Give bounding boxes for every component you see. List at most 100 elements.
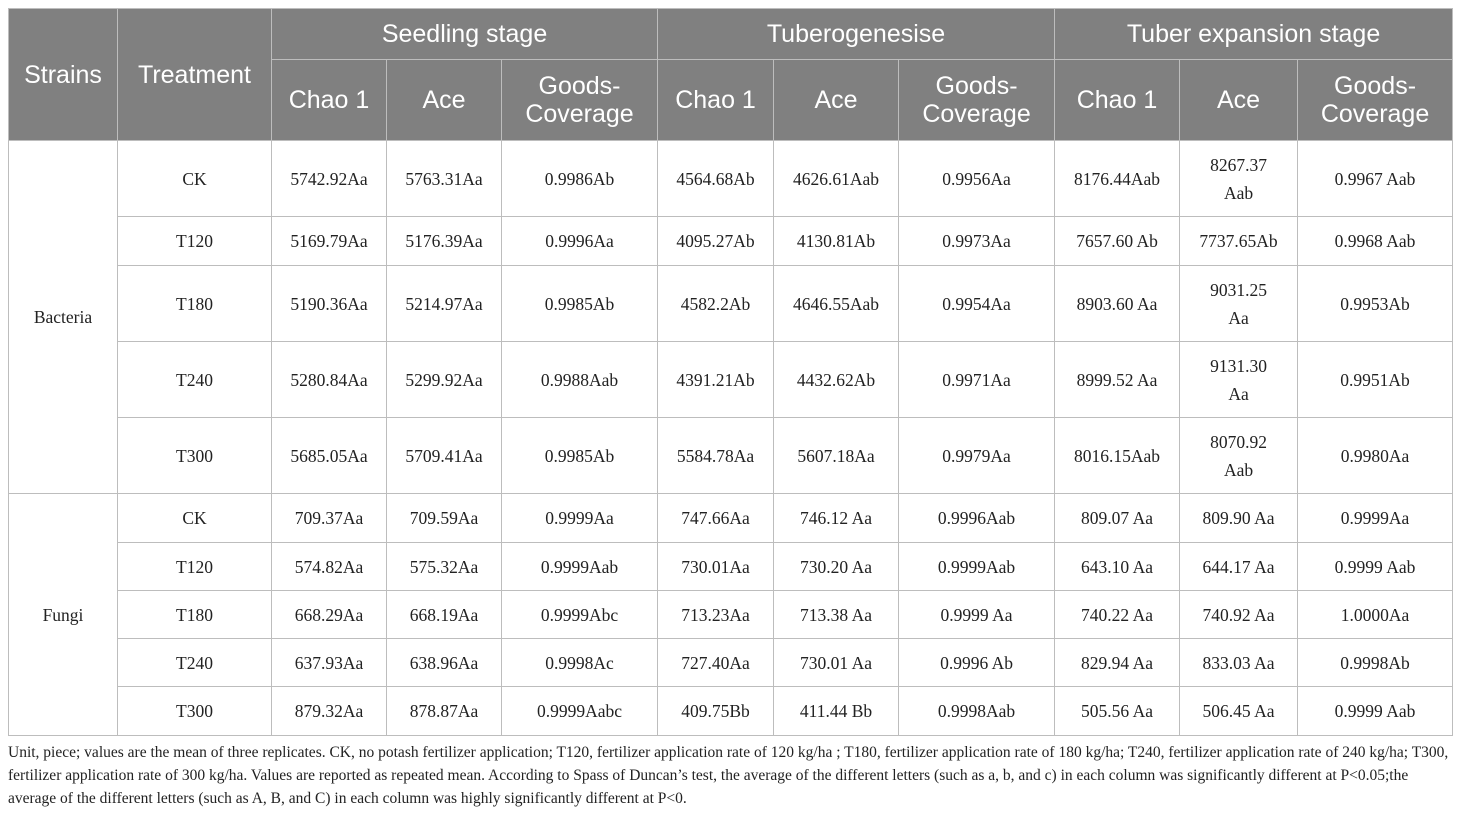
value-cell: 668.29Aa: [271, 590, 387, 639]
header-metric: Ace: [1179, 59, 1299, 141]
value-cell: 409.75Bb: [657, 686, 775, 736]
value-cell: 575.32Aa: [386, 542, 502, 591]
treatment-cell: T300: [117, 417, 272, 494]
value-cell: 878.87Aa: [386, 686, 502, 736]
value-cell: 8267.37 Aab: [1179, 140, 1299, 217]
value-cell: 668.19Aa: [386, 590, 502, 639]
header-metric: Chao 1: [657, 59, 775, 141]
value-cell: 4564.68Ab: [657, 140, 775, 217]
value-cell: 0.9999Aab: [500, 542, 659, 591]
table-row: Bacteria CK 5742.92Aa 5763.31Aa 0.9986Ab 4564…: [8, 140, 1454, 494]
value-cell: 4582.2Ab: [657, 265, 775, 342]
value-cell: 5169.79Aa: [271, 216, 387, 266]
value-cell: 5584.78Aa: [657, 417, 775, 494]
value-cell: 0.9998Aab: [898, 686, 1056, 736]
treatment-cell: T300: [117, 686, 272, 736]
value-cell: 0.9999 Aab: [1297, 542, 1454, 591]
value-cell: 829.94 Aa: [1054, 638, 1181, 687]
value-cell: 0.9953Ab: [1297, 265, 1454, 342]
value-cell: 730.01Aa: [657, 542, 775, 591]
table-row: Fungi CK 709.37Aa 709.59Aa 0.9999Aa 747.66Aa 7…: [8, 493, 1454, 736]
value-cell: 0.9979Aa: [898, 417, 1056, 494]
value-cell: 740.22 Aa: [1054, 590, 1181, 639]
treatment-cell: CK: [117, 140, 272, 217]
value-cell: 8903.60 Aa: [1054, 265, 1181, 342]
value-cell: 747.66Aa: [657, 493, 775, 543]
value-cell: 0.9967 Aab: [1297, 140, 1454, 217]
value-cell: 5742.92Aa: [271, 140, 387, 217]
value-cell: 0.9996Aab: [898, 493, 1056, 543]
value-cell: 0.9985Ab: [500, 417, 659, 494]
header-stage-tuberogenesise: Tuberogenesise: [657, 8, 1056, 60]
value-cell: 505.56 Aa: [1054, 686, 1181, 736]
value-cell: 730.01 Aa: [773, 638, 900, 687]
value-cell: 5685.05Aa: [271, 417, 387, 494]
value-cell: 0.9980Aa: [1297, 417, 1454, 494]
table-body: Bacteria CK 5742.92Aa 5763.31Aa 0.9986Ab 4564…: [8, 140, 1454, 736]
value-cell: 0.9999 Aa: [898, 590, 1056, 639]
value-cell: 709.59Aa: [386, 493, 502, 543]
treatment-cell: T240: [117, 341, 272, 418]
value-cell: 411.44 Bb: [773, 686, 900, 736]
value-cell: 0.9954Aa: [898, 265, 1056, 342]
value-cell: 9131.30 Aa: [1179, 341, 1299, 418]
value-cell: 7737.65Ab: [1179, 216, 1299, 266]
value-cell: 833.03 Aa: [1179, 638, 1299, 687]
value-cell: 5280.84Aa: [271, 341, 387, 418]
value-cell: 0.9971Aa: [898, 341, 1056, 418]
value-cell: 0.9998Ab: [1297, 638, 1454, 687]
value-cell: 4391.21Ab: [657, 341, 775, 418]
header-row-metrics: Chao 1 Ace Goods- Coverage Chao 1 Ace Goods- Co…: [9, 59, 1454, 141]
value-cell: 8999.52 Aa: [1054, 341, 1181, 418]
value-cell: 9031.25 Aa: [1179, 265, 1299, 342]
header-metric: Goods- Coverage: [898, 59, 1056, 141]
value-cell: 5709.41Aa: [386, 417, 502, 494]
value-cell: 0.9996Aa: [500, 216, 659, 266]
treatment-cell: T240: [117, 638, 272, 687]
header-row-stages: Strains Treatment Seedling stage Tuberog…: [8, 8, 1454, 141]
value-cell: 4130.81Ab: [773, 216, 900, 266]
header-metric: Goods- Coverage: [1297, 59, 1454, 141]
treatment-cell: CK: [117, 493, 272, 543]
table-row: T300 5685.05Aa 5709.41Aa 0.9985Ab 5584.78Aa 5…: [9, 417, 1454, 494]
header-stage-tuber-expansion: Tuber expansion stage: [1054, 8, 1454, 60]
value-cell: 4626.61Aab: [773, 140, 900, 217]
value-cell: 0.9973Aa: [898, 216, 1056, 266]
value-cell: 0.9998Ac: [500, 638, 659, 687]
value-cell: 0.9996 Ab: [898, 638, 1056, 687]
value-cell: 0.9985Ab: [500, 265, 659, 342]
treatment-cell: T120: [117, 216, 272, 266]
table-footnote: Unit, piece; values are the mean of thre…: [8, 744, 1449, 807]
header-metric: Chao 1: [1054, 59, 1181, 141]
table-row: T180 668.29Aa 668.19Aa 0.9999Abc 713.23Aa 713…: [9, 590, 1454, 639]
value-cell: 0.9968 Aab: [1297, 216, 1454, 266]
value-cell: 0.9999Aabc: [500, 686, 659, 736]
table-row: T120 574.82Aa 575.32Aa 0.9999Aab 730.01Aa 730…: [9, 542, 1454, 591]
value-cell: 4095.27Ab: [657, 216, 775, 266]
value-cell: 5214.97Aa: [386, 265, 502, 342]
header-strains: Strains: [8, 8, 118, 141]
value-cell: 0.9951Ab: [1297, 341, 1454, 418]
header-stage-seedling: Seedling stage: [270, 8, 659, 60]
value-cell: 713.23Aa: [657, 590, 775, 639]
value-cell: 0.9956Aa: [898, 140, 1056, 217]
value-cell: 879.32Aa: [271, 686, 387, 736]
header-metric: Ace: [386, 59, 502, 141]
value-cell: 0.9999Aa: [500, 493, 659, 543]
value-cell: 4432.62Ab: [773, 341, 900, 418]
header-metric: Ace: [773, 59, 900, 141]
value-cell: 0.9999 Aab: [1297, 686, 1454, 736]
strain-cell: Bacteria: [8, 140, 118, 494]
value-cell: 730.20 Aa: [773, 542, 900, 591]
value-cell: 8016.15Aab: [1054, 417, 1181, 494]
value-cell: 809.90 Aa: [1179, 493, 1299, 543]
value-cell: 0.9999Abc: [500, 590, 659, 639]
value-cell: 5607.18Aa: [773, 417, 900, 494]
value-cell: 727.40Aa: [657, 638, 775, 687]
value-cell: 8176.44Aab: [1054, 140, 1181, 217]
strain-cell: Fungi: [8, 493, 118, 736]
data-table: Strains Treatment Seedling stage Tuberog…: [8, 8, 1454, 736]
value-cell: 0.9999Aa: [1297, 493, 1454, 543]
table-row: T240 637.93Aa 638.96Aa 0.9998Ac 727.40Aa 730.…: [9, 638, 1454, 687]
value-cell: 506.45 Aa: [1179, 686, 1299, 736]
